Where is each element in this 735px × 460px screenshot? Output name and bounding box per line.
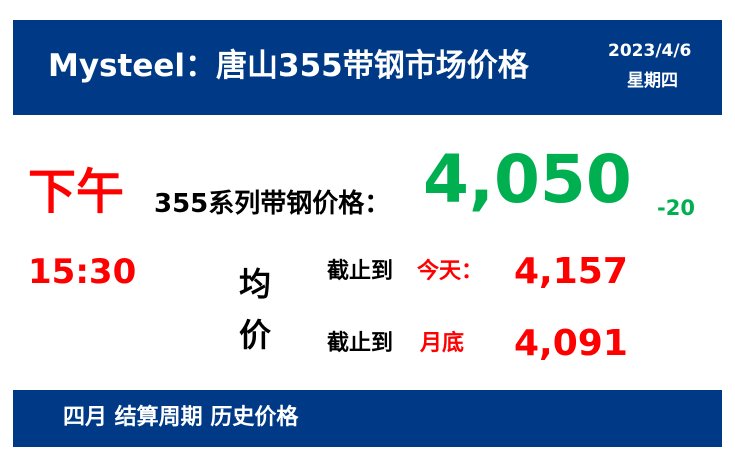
price-value: 4,050 [423,141,632,218]
average-label-1: 均 [239,265,272,303]
price-label: 355系列带钢价格： [154,189,391,219]
session-period: 下午 [28,164,125,220]
page-title: Mysteel：唐山355带钢市场价格 [48,48,529,84]
header-banner [13,20,722,115]
footer-banner [13,390,722,447]
row-value: 4,157 [514,251,628,292]
price-change: -20 [657,196,695,220]
date-label: 2023/4/6 [608,41,692,61]
footer-text: 四月 结算周期 历史价格 [63,405,299,430]
row-period: 今天： [417,259,484,284]
row-prefix: 截止到 [327,259,394,284]
row-period: 月底 [420,331,465,356]
row-prefix: 截止到 [327,331,394,356]
average-label-2: 价 [239,316,272,354]
session-time: 15:30 [28,252,137,292]
row-value: 4,091 [514,323,628,364]
weekday-label: 星期四 [627,71,678,91]
